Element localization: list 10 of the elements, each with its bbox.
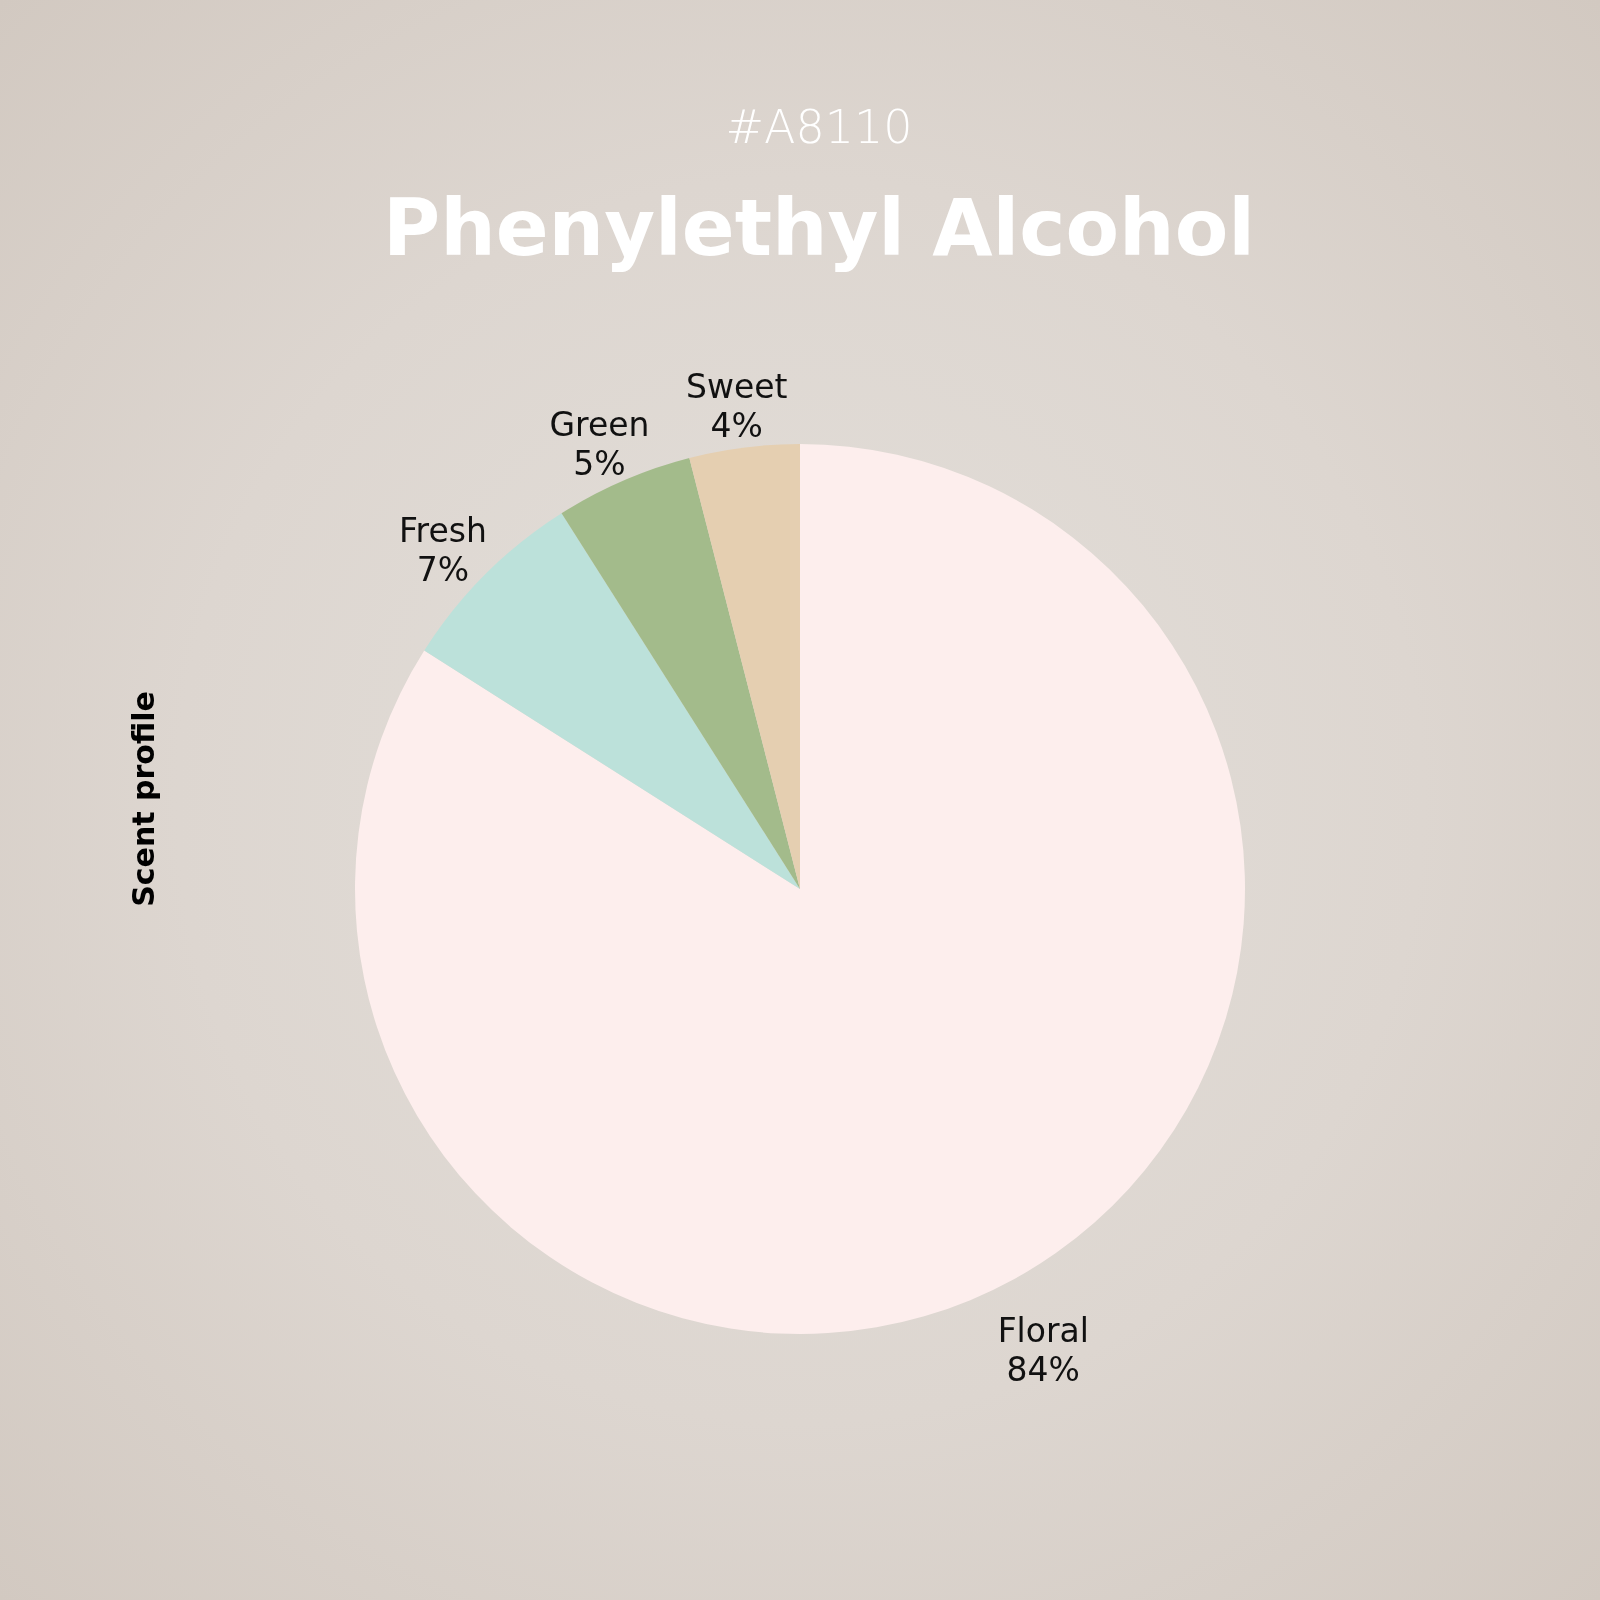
data-label: 5% [573,443,626,483]
slice-label: Fresh [398,510,487,550]
data-label: 84% [1006,1349,1080,1389]
data-label: 7% [416,549,470,589]
text: Scent profile [126,691,161,907]
slice-label: Floral [997,1310,1089,1350]
slice-label: Green [549,404,650,444]
pie-slice [689,444,800,889]
slice-label: Sweet [685,366,788,406]
data-label: 4% [710,405,763,445]
